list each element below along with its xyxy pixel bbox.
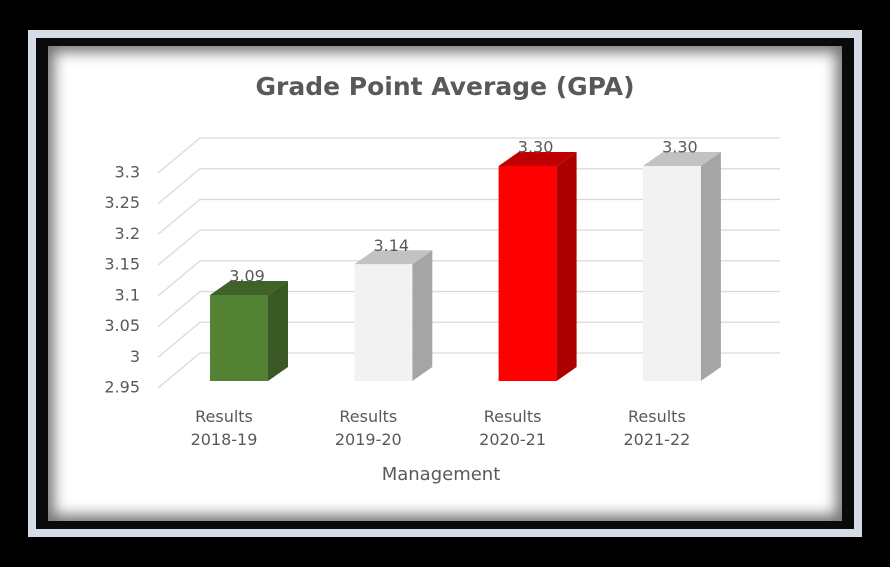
x-axis-label: Management — [382, 464, 501, 485]
y-tick-label: 3.05 — [104, 316, 140, 335]
bar-top — [642, 152, 721, 166]
data-label: 3.30 — [518, 138, 554, 157]
y-tick-label: 3 — [130, 347, 140, 366]
grid-line — [157, 229, 780, 266]
grid-line — [157, 260, 780, 297]
y-tick-label: 3.15 — [104, 255, 140, 274]
grid-line — [157, 290, 780, 328]
x-tick-label: Results 2021-22 — [623, 407, 691, 449]
bar — [642, 166, 701, 381]
grid-line — [157, 321, 780, 358]
bar-top — [498, 152, 577, 166]
y-tick-label: 3.1 — [115, 285, 140, 304]
bar-top — [210, 281, 288, 295]
y-tick-label: 3.25 — [104, 193, 140, 212]
data-label: 3.09 — [229, 267, 265, 286]
grid-line — [157, 198, 780, 235]
bar-side — [700, 152, 721, 381]
bar-top — [354, 250, 433, 265]
x-tick-label: Results 2019-20 — [334, 407, 402, 449]
data-label: 3.30 — [662, 138, 698, 157]
grid-line — [157, 168, 780, 205]
bar-side — [412, 250, 433, 381]
grid-line — [157, 352, 780, 389]
data-label: 3.14 — [373, 236, 409, 255]
bar-side — [556, 152, 577, 381]
bar-side — [268, 281, 288, 381]
x-tick-label: Results 2018-19 — [190, 407, 258, 449]
y-tick-label: 3.2 — [115, 224, 140, 243]
bar — [498, 166, 557, 381]
y-tick-label: 2.95 — [104, 378, 140, 397]
bar — [354, 264, 413, 381]
y-tick-label: 3.3 — [115, 163, 140, 182]
chart-title: Grade Point Average (GPA) — [255, 72, 634, 101]
x-tick-label: Results 2020-21 — [479, 407, 547, 449]
bar — [210, 295, 268, 381]
grid-line — [157, 137, 780, 174]
